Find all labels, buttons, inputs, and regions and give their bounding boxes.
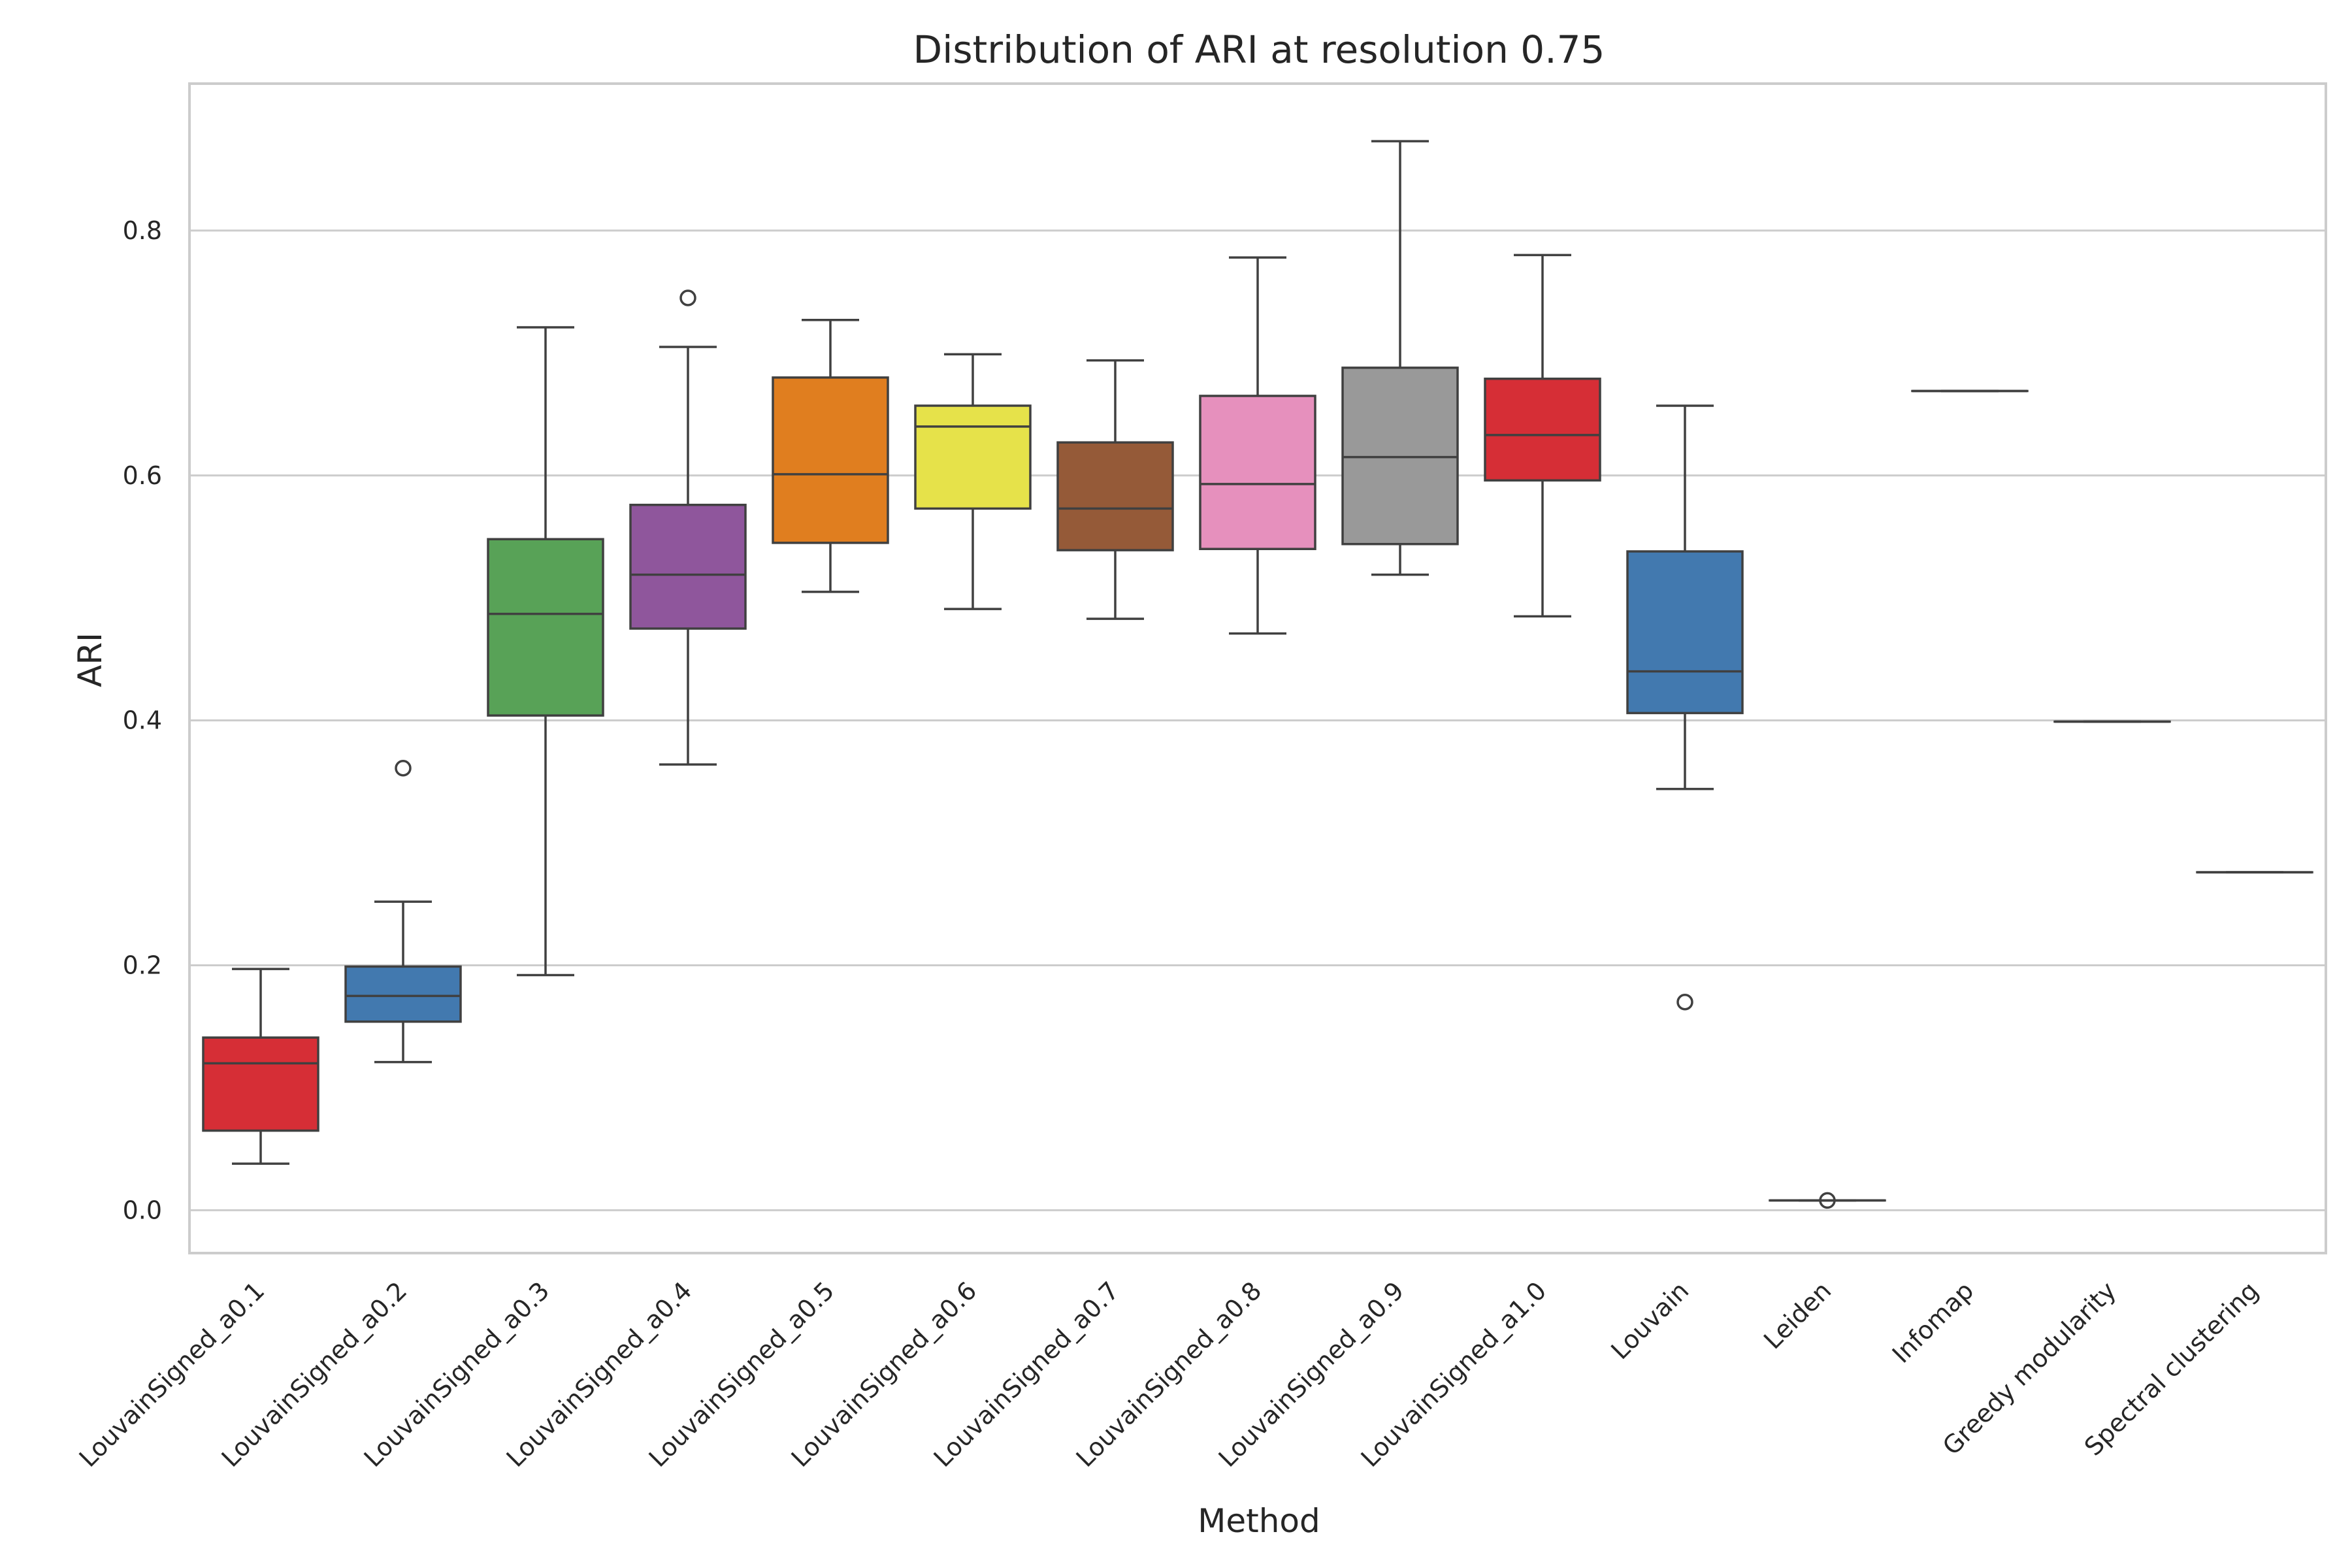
x-tick-labels: LouvainSigned_a0.1LouvainSigned_a0.2Louv…: [74, 1276, 2264, 1473]
x-axis-label: Method: [1198, 1502, 1320, 1540]
iqr-box: [1056, 441, 1174, 551]
iqr-box: [1484, 377, 1601, 482]
iqr-box: [1626, 550, 1744, 715]
iqr-box: [487, 538, 604, 717]
iqr-box: [344, 965, 462, 1023]
box-group: [1199, 256, 1316, 635]
box-group: [772, 318, 889, 593]
chart-title: Distribution of ARI at resolution 0.75: [913, 27, 1605, 72]
outlier-point: [1819, 1192, 1836, 1209]
iqr-box: [772, 376, 889, 544]
x-tick-label: Infomap: [1887, 1276, 1980, 1369]
iqr-box: [914, 404, 1032, 510]
iqr-box: [202, 1036, 319, 1132]
y-tick-label: 0.8: [123, 216, 162, 245]
y-tick-label: 0.6: [123, 461, 162, 490]
outlier-point: [679, 289, 696, 306]
x-tick-label: Louvain: [1605, 1276, 1694, 1365]
plot-frame: [188, 82, 2327, 1254]
outlier-point: [395, 760, 412, 777]
outlier-point: [1676, 994, 1693, 1011]
box-group: [344, 760, 462, 1064]
box-group: [1341, 140, 1459, 576]
iqr-box: [629, 504, 747, 630]
box-group: [1484, 253, 1601, 618]
y-tick-label: 0.2: [123, 951, 162, 980]
y-tick-label: 0.4: [123, 706, 162, 735]
box-layer: [202, 140, 2313, 1209]
box-group: [1056, 359, 1174, 620]
x-tick-label: Leiden: [1758, 1276, 1837, 1354]
box-group: [629, 289, 747, 766]
box-group: [487, 326, 604, 977]
iqr-box: [1199, 395, 1316, 551]
y-axis-label: ARI: [71, 632, 109, 687]
box-group: [1626, 404, 1744, 1011]
box-group: [202, 968, 319, 1165]
box-group: [914, 353, 1032, 610]
y-tick-labels: 0.0 0.2 0.4 0.6 0.8: [123, 216, 162, 1224]
box-group: [1769, 1192, 1886, 1209]
iqr-box: [1341, 367, 1459, 546]
y-tick-label: 0.0: [123, 1196, 162, 1224]
